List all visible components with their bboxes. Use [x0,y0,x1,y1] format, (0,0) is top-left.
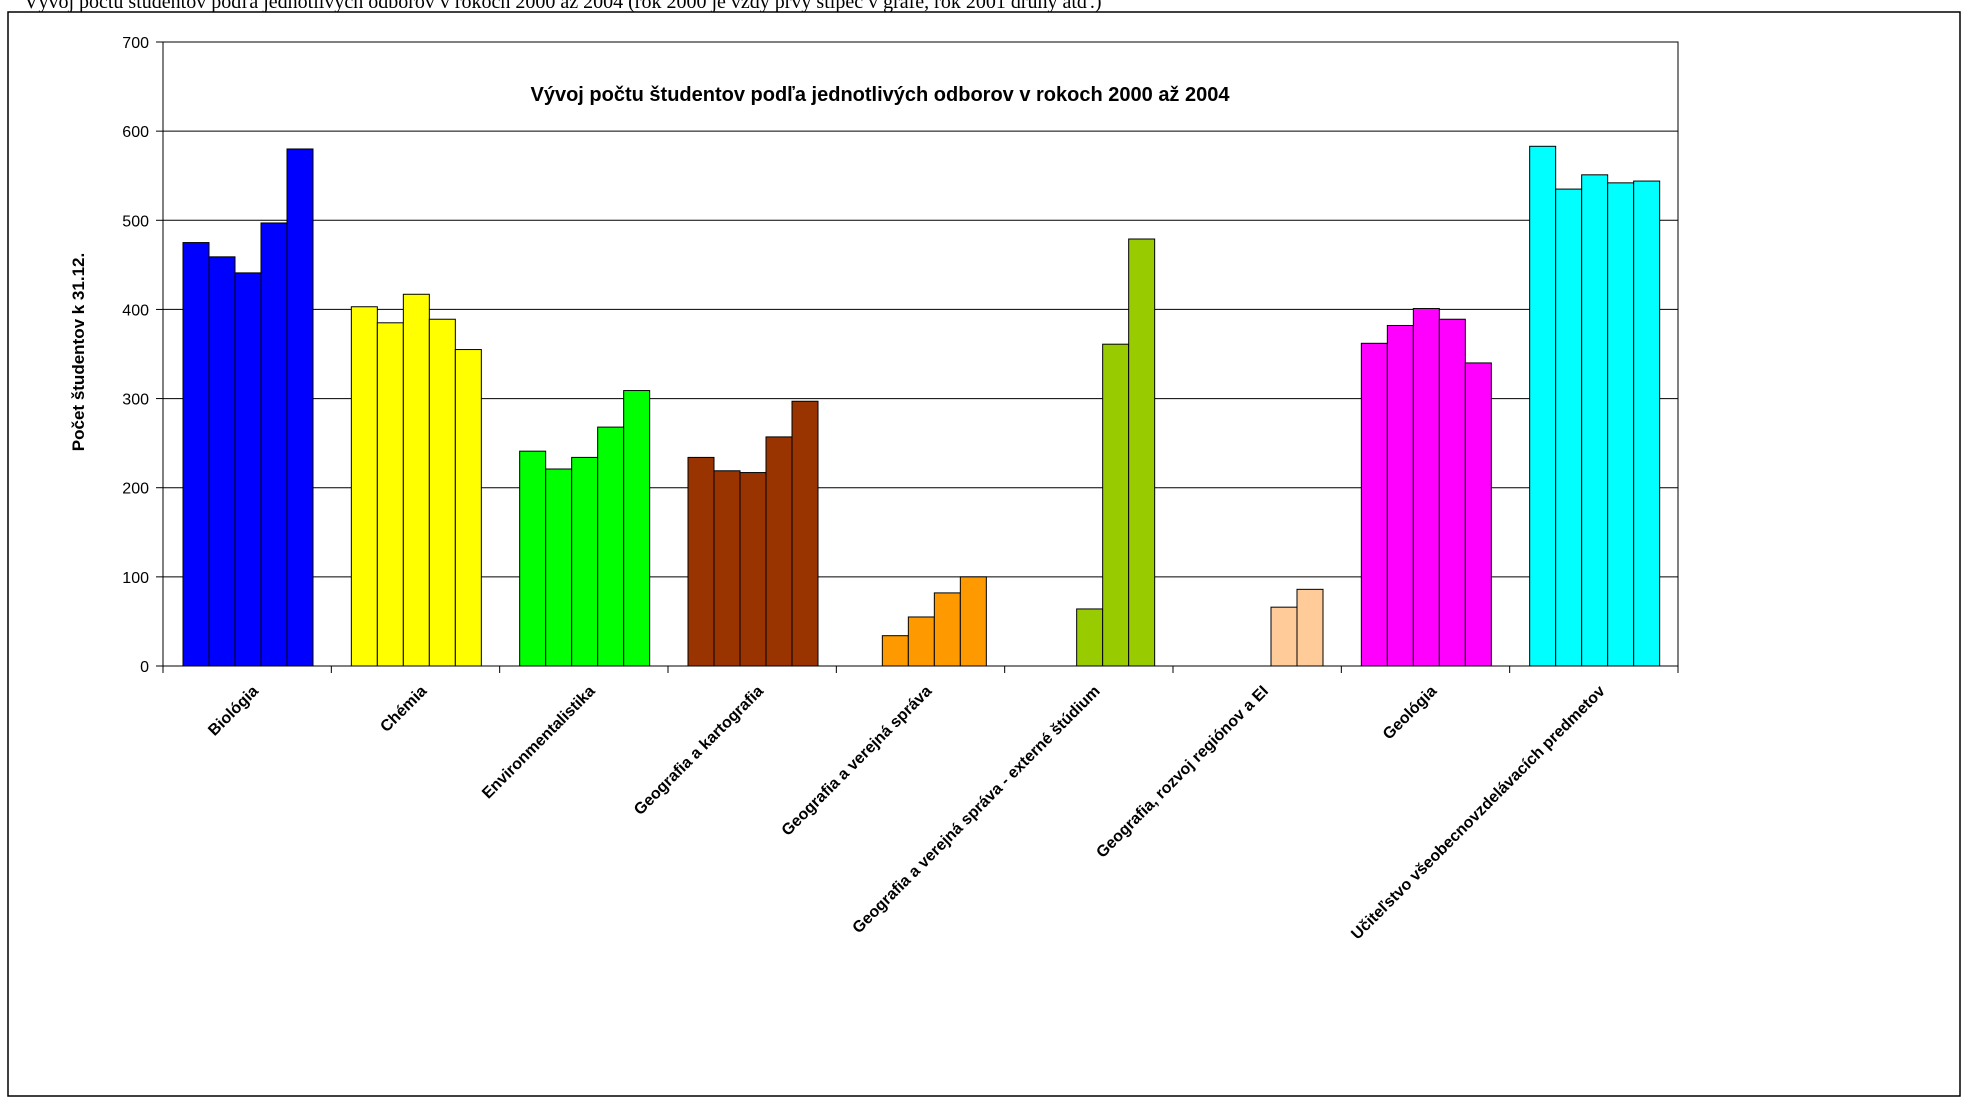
figure-caption: Vývoj počtu študentov podľa jednotlivých… [24,0,1102,13]
bar [739,472,767,667]
bar [545,468,573,667]
y-tick-label: 0 [140,659,149,676]
bar [1296,588,1324,667]
bar [1360,342,1388,667]
bar [1581,174,1609,667]
bar [182,242,210,667]
y-axis-label: Počet študentov k 31.12. [69,253,88,451]
bar [765,436,793,667]
bar [428,318,456,667]
bar [1529,145,1557,667]
bar [286,148,314,667]
bar [350,306,378,667]
bar [623,390,651,667]
bar [713,470,741,667]
bar [402,293,430,667]
bar [376,322,404,667]
y-tick-label: 100 [122,570,149,587]
bar [234,272,262,667]
bar [1555,188,1583,667]
y-tick-label: 700 [122,35,149,52]
bar [1412,308,1440,667]
plot-area [162,41,1679,667]
bar [571,456,599,667]
axes [156,41,1679,673]
bar [881,635,909,667]
bar [260,222,288,667]
y-tick-label: 500 [122,213,149,230]
bar [597,426,625,667]
bar [1438,318,1466,667]
bar [519,450,547,667]
bar [687,456,715,667]
chart-title: Vývoj počtu študentov podľa jednotlivých… [531,84,1231,106]
bar [1464,362,1492,667]
bar [791,400,819,667]
bar [1102,343,1130,667]
bar [1386,324,1414,667]
bar [907,616,935,667]
bar [1633,180,1661,667]
bar [1076,608,1104,667]
bar [1128,238,1156,667]
bar [454,349,482,667]
bar [933,592,961,667]
y-tick-label: 200 [122,481,149,498]
y-tick-labels: 0 100 200 300 400 500 600 700 [122,35,149,676]
y-tick-label: 300 [122,392,149,409]
bar [959,576,987,667]
y-tick-label: 600 [122,124,149,141]
bars [182,145,1661,667]
bar [1607,182,1635,667]
y-tick-label: 400 [122,302,149,319]
bar [1270,606,1298,667]
bar [208,256,236,667]
